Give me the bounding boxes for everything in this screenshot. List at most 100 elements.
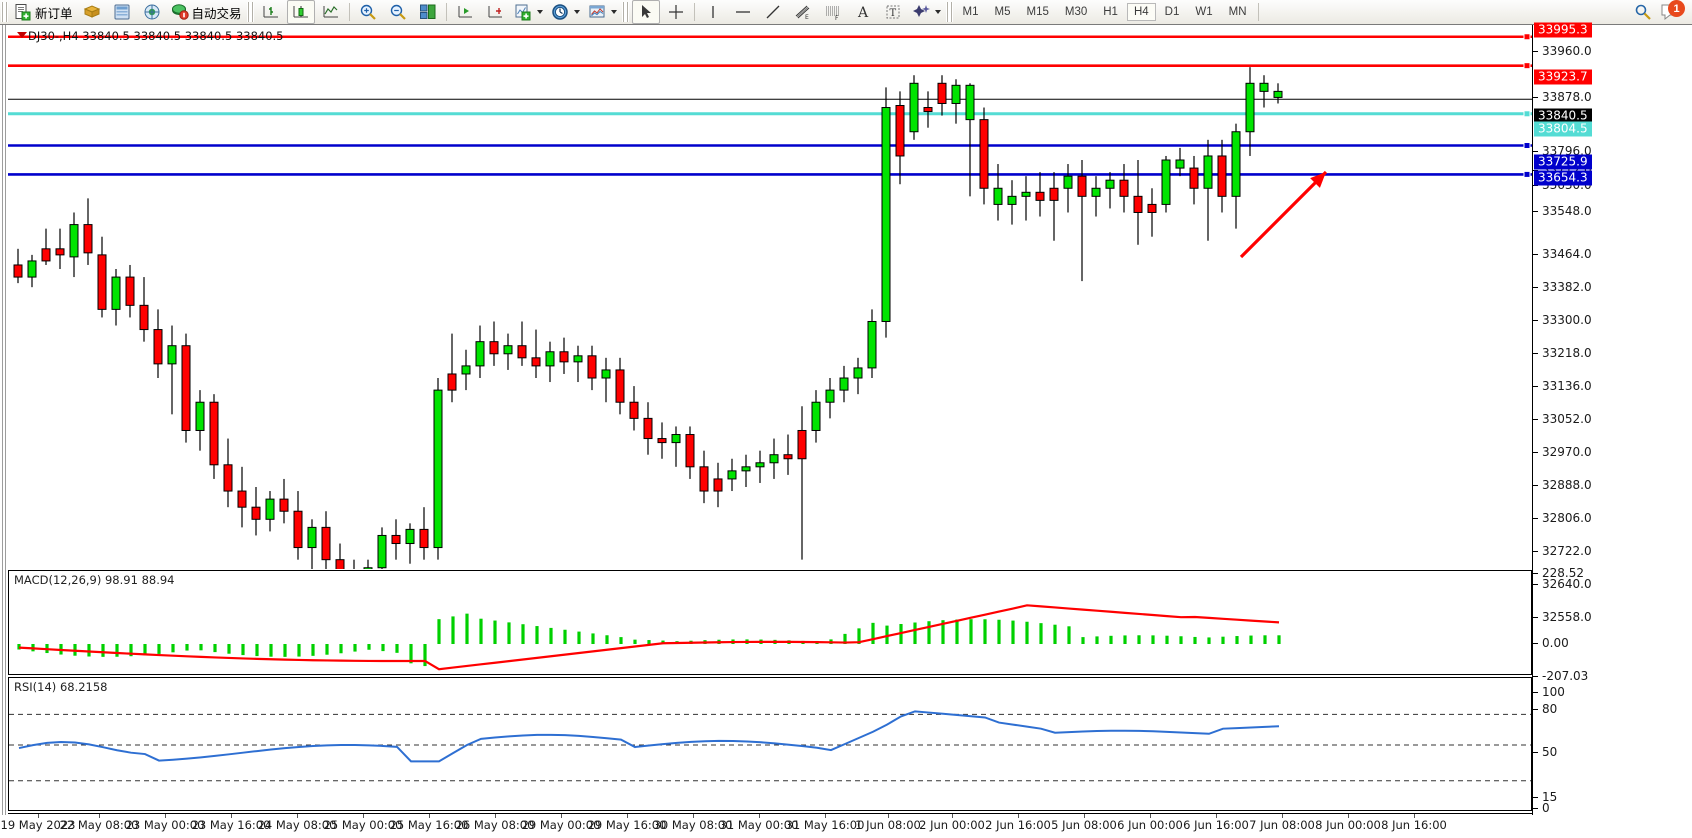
toolbar-separator-2 (445, 3, 447, 21)
auto-trading-button[interactable]: 自动交易 (168, 0, 245, 24)
horizontal-line-icon (734, 3, 752, 21)
candle (923, 91, 933, 128)
price-chip-resistance[interactable]: 33923.7 (1534, 69, 1592, 85)
candle (755, 450, 765, 483)
templates-dropdown-caret[interactable] (610, 10, 617, 14)
shift-end-button[interactable] (451, 0, 479, 24)
candle (353, 559, 355, 569)
candle (223, 438, 233, 508)
trendline-tool-button[interactable] (759, 0, 787, 24)
candle (741, 454, 751, 488)
toolbar-grip-2[interactable] (246, 2, 254, 22)
crosshair-tool-button[interactable] (662, 0, 690, 24)
equidistant-channel-button[interactable]: E (789, 0, 817, 24)
time-tick-label: 6 Jun 16:00 (1183, 818, 1249, 832)
price-tick (1533, 97, 1538, 98)
macd-pane[interactable]: MACD(12,26,9) 98.91 88.94 (8, 570, 1532, 675)
toolbar-grip-4[interactable] (945, 2, 953, 22)
expert-advisors-button[interactable] (78, 0, 106, 24)
candlestick-chart-button[interactable] (286, 0, 315, 24)
add-indicator-button[interactable] (511, 0, 546, 24)
candle (1161, 155, 1171, 213)
fibonacci-tool-button[interactable]: F (819, 0, 847, 24)
toolbar-grip-3[interactable] (621, 2, 629, 22)
candle (293, 491, 303, 560)
time-tick-label: 25 May 16:00 (389, 818, 469, 832)
candle (461, 349, 471, 391)
timeframe-w1[interactable]: W1 (1195, 6, 1213, 18)
timeframe-m5[interactable]: M5 (994, 6, 1011, 18)
zoom-out-button[interactable] (384, 0, 412, 24)
price-tick-label: 33382.0 (1542, 280, 1592, 294)
timeframe-d1[interactable]: D1 (1164, 6, 1180, 18)
price-chip-resistance[interactable]: 33995.3 (1534, 22, 1592, 38)
book-icon (83, 3, 101, 21)
timeframe-m15[interactable]: M15 (1026, 6, 1049, 18)
cursor-arrow-icon (637, 3, 655, 21)
timeframe-mn[interactable]: MN (1228, 6, 1247, 18)
cursor-tool-button[interactable] (631, 0, 660, 24)
time-tick-label: 8 Jun 16:00 (1381, 818, 1447, 832)
price-tick (1533, 287, 1538, 288)
line-chart-button[interactable] (317, 0, 345, 24)
time-tick (1348, 814, 1349, 818)
time-tick-label: 7 Jun 08:00 (1249, 818, 1315, 832)
timeframe-h4[interactable]: H4 (1126, 3, 1156, 21)
price-chip-support[interactable]: 33725.9 (1534, 154, 1592, 170)
price-tick-label: 33218.0 (1542, 346, 1592, 360)
new-order-button[interactable]: 新订单 (11, 0, 76, 24)
horizontal-line-tool-button[interactable] (729, 0, 757, 24)
notifications-icon[interactable]: 1 (1660, 0, 1685, 22)
time-tick (495, 814, 496, 818)
vertical-line-tool-button[interactable] (699, 0, 727, 24)
zoom-in-button[interactable] (354, 0, 382, 24)
arrows-dropdown-caret[interactable] (934, 10, 941, 14)
terminal-button[interactable] (108, 0, 136, 24)
candle (1091, 176, 1101, 217)
market-watch-button[interactable] (138, 0, 166, 24)
rsi-tick-label: 50 (1542, 745, 1558, 759)
clock-icon (551, 3, 569, 21)
candle (1021, 176, 1031, 221)
price-chip-last-price[interactable]: 33840.5 (1534, 108, 1592, 124)
rsi-line (18, 710, 1280, 763)
auto-scroll-button[interactable] (481, 0, 509, 24)
scale-tick (1533, 709, 1538, 710)
templates-button[interactable] (585, 0, 620, 24)
price-chip-cyan-level[interactable]: 33804.5 (1534, 121, 1592, 137)
timeframe-m1[interactable]: M1 (962, 6, 979, 18)
timeframe-m30[interactable]: M30 (1064, 6, 1088, 18)
annotation-arrow[interactable] (1239, 170, 1328, 259)
candle (1273, 83, 1283, 104)
candle (685, 426, 695, 479)
price-chip-support[interactable]: 33654.3 (1534, 170, 1592, 186)
timeframe-h1[interactable]: H1 (1103, 6, 1118, 18)
toolbar-grip[interactable] (1, 2, 8, 22)
search-icon[interactable] (1634, 3, 1652, 21)
toolbar-right-group: 1 (1634, 0, 1692, 22)
zoom-in-icon (359, 3, 377, 21)
arrows-tool-button[interactable] (909, 0, 944, 24)
macd-label: MACD(12,26,9) 98.91 88.94 (14, 573, 175, 587)
crosshair-icon (667, 3, 685, 21)
bar-chart-button[interactable] (257, 0, 285, 24)
time-tick (561, 814, 562, 818)
candle (825, 378, 835, 419)
candle (265, 491, 275, 532)
chart-scroll-handle[interactable] (0, 25, 8, 815)
time-tick-label: 8 Jun 00:00 (1315, 818, 1381, 832)
tile-windows-button[interactable] (414, 0, 442, 24)
price-axis[interactable]: 33960.033878.033796.033712.033630.033548… (1532, 22, 1692, 815)
scale-tick (1533, 643, 1538, 644)
indicator-dropdown-caret[interactable] (536, 10, 543, 14)
candle (475, 325, 485, 379)
text-label-tool-button[interactable]: T (879, 0, 907, 24)
candle (251, 487, 261, 536)
period-selector-button[interactable] (548, 0, 583, 24)
price-pane[interactable]: DJ30-,H4 33840.5 33840.5 33840.5 33840.5 (8, 25, 1532, 569)
text-tool-button[interactable]: A (849, 0, 877, 24)
period-dropdown-caret[interactable] (573, 10, 580, 14)
rsi-pane[interactable]: RSI(14) 68.2158 (8, 677, 1532, 811)
time-axis[interactable]: 19 May 2023 22 May 08:00 23 May 00:00 23 Ma… (1, 813, 1532, 838)
candle (797, 406, 807, 560)
